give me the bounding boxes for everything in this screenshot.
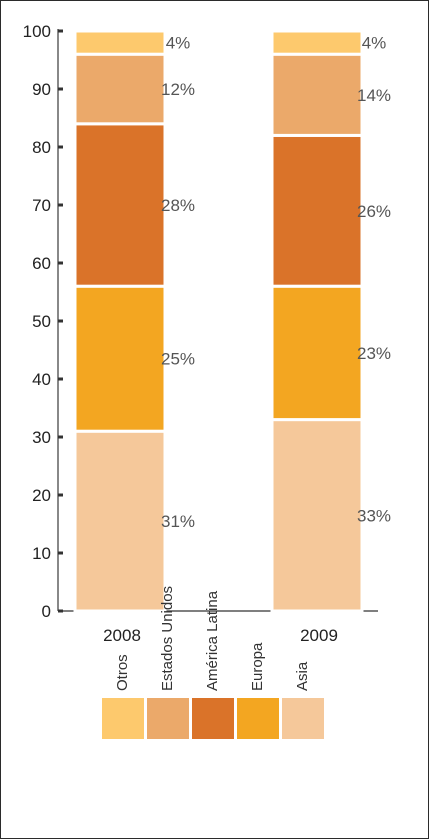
data-label: 26%	[357, 202, 391, 221]
legend-label: América Latina	[204, 590, 221, 691]
bar-segment	[73, 52, 167, 126]
bar-segment	[73, 429, 167, 613]
legend-label: Otros	[114, 654, 131, 691]
y-tick-label: 50	[32, 312, 51, 331]
y-tick-label: 70	[32, 196, 51, 215]
axes: 0 10 20 30 40 50 60 70 80 90 100 2008 2009	[23, 22, 378, 645]
data-label: 31%	[161, 512, 195, 531]
y-tick-label: 20	[32, 486, 51, 505]
data-label: 28%	[161, 196, 195, 215]
bar-segment	[270, 418, 364, 613]
y-tick-label: 30	[32, 428, 51, 447]
x-tick-label: 2008	[103, 626, 141, 645]
bar-segment	[73, 29, 167, 56]
bars	[73, 29, 364, 613]
data-label: 33%	[357, 506, 391, 525]
y-tick-label: 80	[32, 138, 51, 157]
y-tick-label: 0	[42, 602, 51, 621]
bar-segment	[270, 284, 364, 422]
legend-label: Estados Unidos	[159, 586, 176, 691]
data-labels: 31% 25% 28% 12% 4% 33% 23% 26% 14% 4%	[161, 34, 391, 531]
y-tick-label: 100	[23, 22, 51, 41]
legend: Otros Estados Unidos América Latina Europa A…	[102, 586, 324, 739]
y-tick-label: 60	[32, 254, 51, 273]
data-label: 4%	[166, 34, 191, 53]
legend-label: Europa	[249, 642, 266, 691]
bar-segment	[270, 29, 364, 56]
y-tick-label: 90	[32, 80, 51, 99]
legend-swatch	[192, 698, 234, 739]
legend-swatch	[147, 698, 189, 739]
legend-label: Asia	[294, 661, 311, 691]
x-tick-label: 2009	[300, 626, 338, 645]
data-label: 12%	[161, 80, 195, 99]
bar-segment	[270, 52, 364, 137]
data-label: 23%	[357, 344, 391, 363]
data-label: 14%	[357, 86, 391, 105]
legend-swatch	[102, 698, 144, 739]
legend-swatch	[237, 698, 279, 739]
bar-segment	[73, 284, 167, 433]
y-tick-label: 10	[32, 544, 51, 563]
bar-segment	[73, 122, 167, 288]
y-tick-label: 40	[32, 370, 51, 389]
bar-segment	[270, 133, 364, 288]
data-label: 4%	[362, 34, 387, 53]
legend-swatch	[282, 698, 324, 739]
data-label: 25%	[161, 350, 195, 369]
